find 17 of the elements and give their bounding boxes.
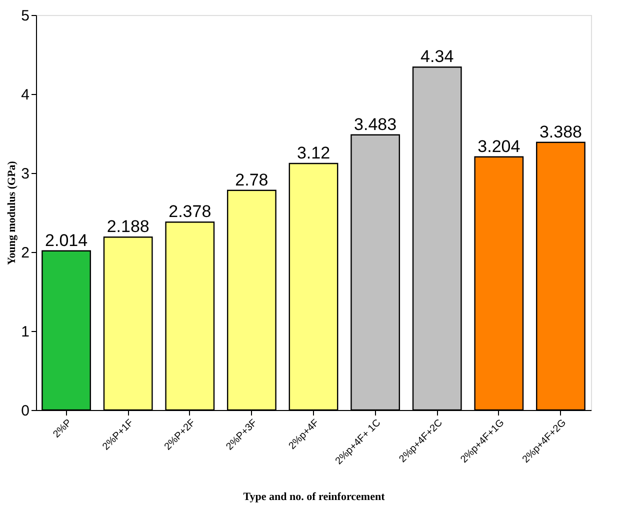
y-axis-title: Young modulus (GPa) [6,160,18,265]
data-label: 3.204 [478,136,520,156]
y-tick-label: 3 [21,166,30,182]
data-label: 3.388 [539,122,582,142]
y-tick-label: 1 [21,324,30,340]
data-label: 2.014 [45,230,88,250]
data-label: 2.378 [168,202,212,222]
data-label: 2.78 [235,170,268,190]
y-tick-label: 5 [21,8,30,24]
x-axis-title: Type and no. of reinforcement [243,491,386,504]
y-tick-label: 4 [21,86,30,104]
data-label: 3.12 [296,144,330,163]
data-label: 4.34 [420,47,454,66]
data-label: 3.483 [354,114,397,134]
data-label: 2.188 [106,217,150,236]
y-tick-label: 0 [21,402,30,420]
y-tick-label: 2 [21,244,30,262]
